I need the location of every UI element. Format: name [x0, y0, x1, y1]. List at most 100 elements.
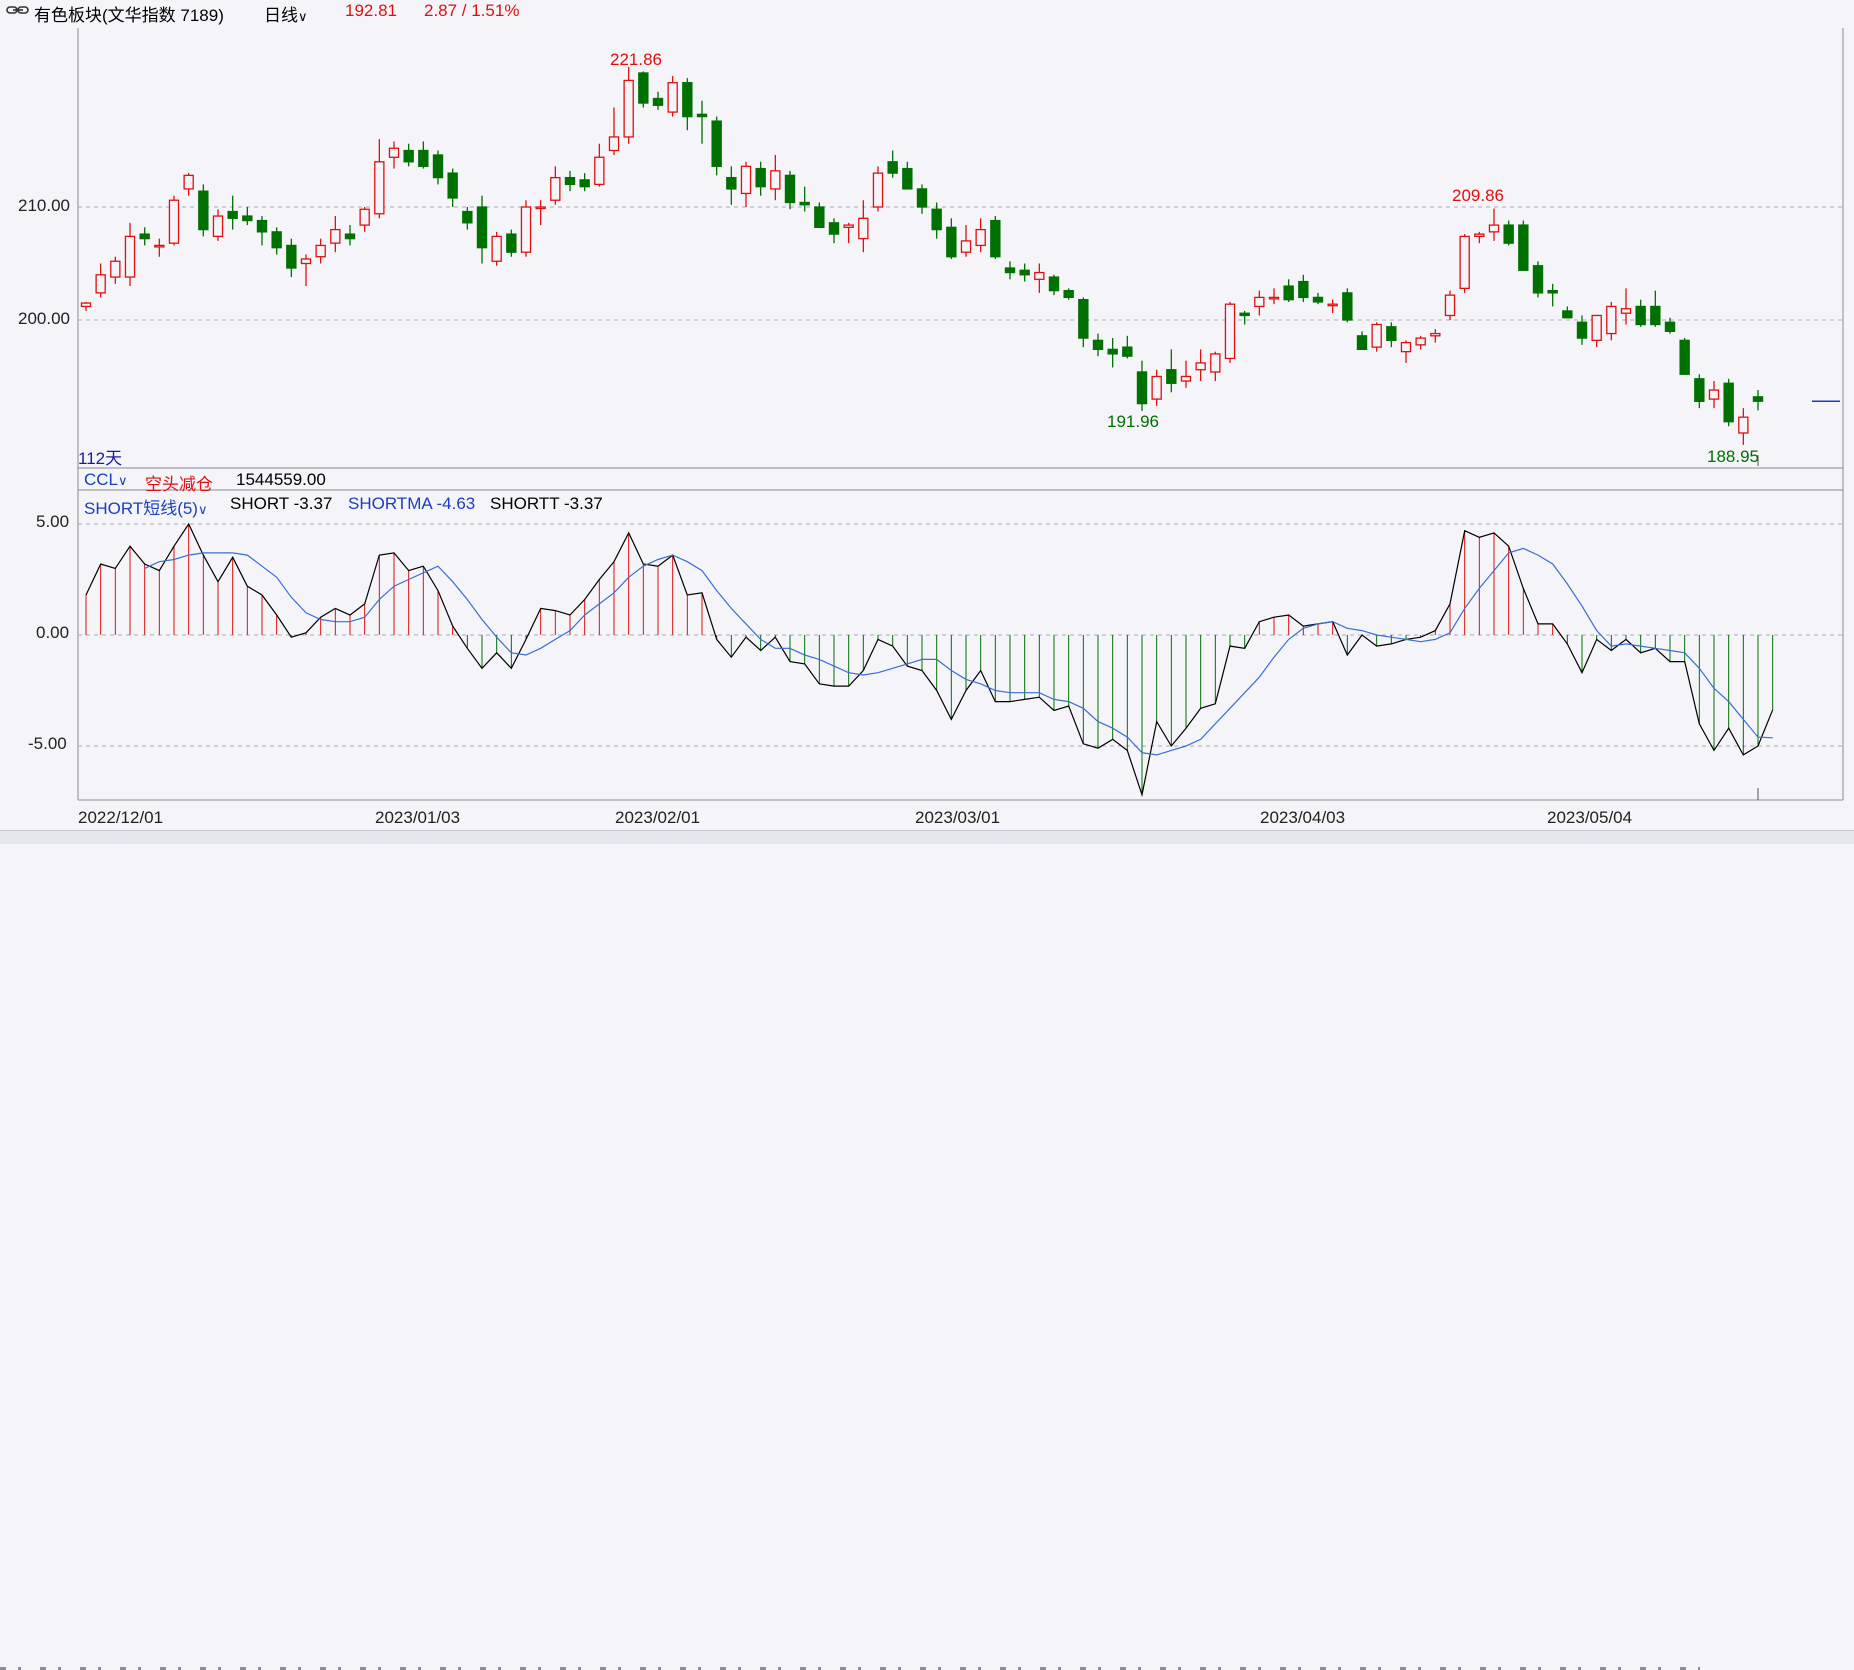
- candle-body: [154, 244, 165, 248]
- shortma-line: [144, 547, 1773, 756]
- candle-body: [1532, 265, 1544, 294]
- candle-body: [946, 226, 957, 258]
- candle-body: [330, 228, 341, 244]
- low-annotation: 191.96: [1107, 412, 1159, 431]
- candle-body: [1063, 289, 1074, 299]
- short-value: SHORT -3.37: [230, 494, 333, 513]
- candle-body: [535, 206, 546, 210]
- candle-body: [814, 206, 825, 228]
- candle-body: [667, 82, 678, 113]
- short-indicator-selector[interactable]: SHORT短线(5)∨: [84, 494, 208, 519]
- date-tick-label: 2023/05/04: [1547, 808, 1633, 827]
- candle-body: [1738, 416, 1749, 434]
- candle-body: [462, 210, 473, 224]
- instrument-title: 有色板块(文华指数 7189): [34, 6, 224, 25]
- candle-body: [1034, 271, 1045, 280]
- candle-body: [403, 149, 414, 163]
- candle-body: [623, 79, 634, 138]
- candle-body: [931, 208, 942, 231]
- low-annotation: 188.95: [1707, 447, 1759, 466]
- period-selector[interactable]: 日线∨: [264, 1, 308, 26]
- candle-body: [168, 199, 180, 244]
- candle-body: [902, 167, 913, 190]
- candle-body: [198, 190, 209, 231]
- candle-body: [770, 170, 781, 190]
- candle-body: [1180, 375, 1192, 382]
- candle-body: [1136, 371, 1148, 405]
- candle-body: [1342, 292, 1353, 321]
- candle-body: [858, 217, 869, 240]
- high-annotation: 209.86: [1452, 186, 1504, 205]
- candle-body: [696, 113, 708, 118]
- date-tick-label: 2023/02/01: [615, 808, 701, 827]
- candle-body: [1239, 312, 1250, 317]
- candle-body: [1576, 321, 1588, 339]
- candle-body: [1547, 289, 1558, 294]
- candle-body: [960, 240, 972, 253]
- ccl-name: CCL: [84, 470, 119, 489]
- candle-body: [1195, 362, 1206, 371]
- candle-body: [1459, 235, 1470, 290]
- candle-body: [506, 233, 517, 253]
- candle-body: [726, 176, 737, 190]
- candle-body: [432, 154, 444, 179]
- candle-body: [1327, 303, 1338, 307]
- candle-body: [594, 156, 605, 186]
- candle-body: [227, 210, 238, 219]
- candle-body: [1254, 296, 1265, 308]
- candle-body: [1488, 224, 1500, 233]
- bar-count: 112天: [78, 449, 123, 468]
- candle-body: [682, 82, 693, 118]
- candle-body: [1694, 378, 1705, 403]
- candle-body: [1312, 296, 1324, 303]
- ccl-status: 空头减仓: [145, 475, 213, 494]
- candle-body: [80, 302, 92, 308]
- short-line: [85, 522, 1774, 798]
- short-indicator-name: SHORT短线(5): [84, 499, 198, 518]
- candle-body: [344, 233, 356, 240]
- candle-body: [1679, 339, 1690, 375]
- candle-body: [1166, 369, 1177, 384]
- candle-body: [916, 188, 928, 208]
- indicator-tick-label: 5.00: [36, 512, 70, 531]
- candle-body: [1474, 233, 1485, 238]
- candle-body: [183, 174, 194, 190]
- date-tick-label: 2023/01/03: [375, 808, 461, 827]
- candle-body: [1650, 305, 1661, 326]
- candle-body: [608, 136, 620, 152]
- candle-body: [975, 228, 986, 247]
- candle-body: [1400, 341, 1412, 353]
- ccl-indicator-selector[interactable]: CCL∨: [84, 470, 128, 490]
- shortma-value: SHORTMA -4.63: [348, 494, 476, 513]
- candle-body: [520, 206, 532, 253]
- candle-body: [799, 201, 810, 206]
- last-price: 192.81: [345, 1, 397, 20]
- candle-body: [300, 258, 312, 265]
- candle-body: [550, 176, 561, 201]
- candle-body: [1210, 353, 1221, 373]
- date-tick-label: 2023/03/01: [915, 808, 1001, 827]
- candle-body: [711, 120, 722, 167]
- candle-body: [1723, 382, 1734, 423]
- indicator-tick-label: -5.00: [28, 734, 67, 753]
- candle-body: [1019, 269, 1030, 276]
- candle-body: [1635, 305, 1646, 326]
- candle-body: [1078, 299, 1089, 339]
- candle-body: [784, 174, 796, 204]
- candle-body: [1664, 321, 1676, 332]
- candle-body: [1591, 314, 1602, 341]
- candle-body: [887, 161, 898, 174]
- candle-body: [1298, 280, 1309, 299]
- candle-body: [843, 224, 854, 228]
- candle-body: [1356, 335, 1368, 351]
- price-tick-label: 200.00: [18, 309, 70, 328]
- candle-body: [95, 274, 106, 294]
- candle-body: [638, 72, 649, 104]
- candle-body: [1283, 285, 1294, 301]
- link-icon[interactable]: [6, 0, 32, 22]
- chevron-down-icon: ∨: [197, 502, 208, 517]
- candle-body: [1268, 296, 1280, 300]
- period-label: 日线: [264, 6, 298, 25]
- high-annotation: 221.86: [610, 50, 662, 69]
